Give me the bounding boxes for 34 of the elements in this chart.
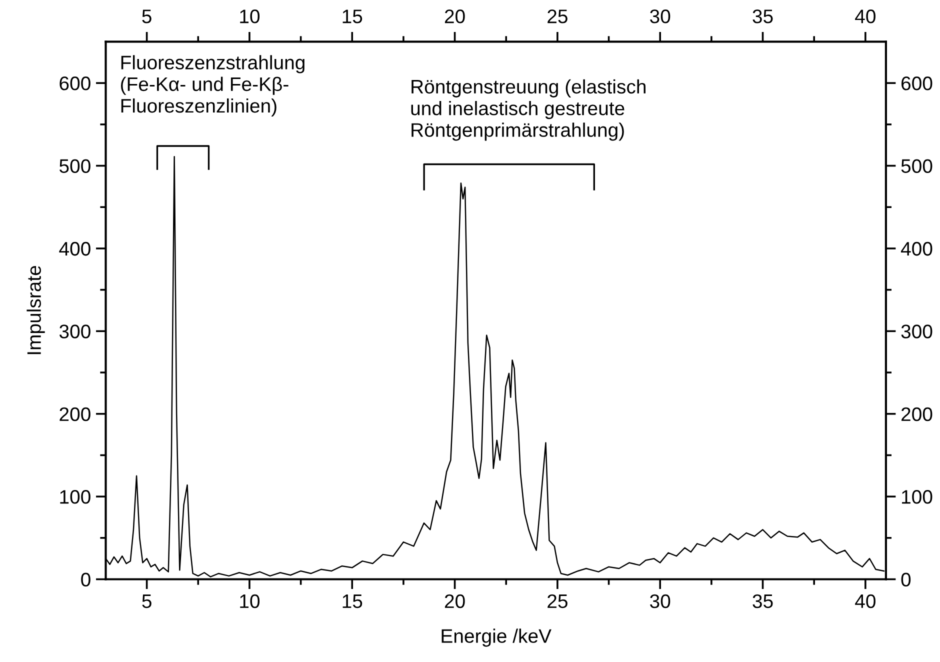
y2-tick-label: 200 xyxy=(902,407,932,422)
x2-tick-label: 30 xyxy=(650,10,670,24)
x-tick-label: 35 xyxy=(752,594,773,608)
y-tick-label: 600 xyxy=(60,76,90,90)
y-tick-label: 100 xyxy=(60,490,90,504)
x2-tick-label: 35 xyxy=(752,10,773,24)
x-tick-label: 40 xyxy=(855,594,876,608)
x-tick-label: 5 xyxy=(142,594,152,608)
y-tick-label: 0 xyxy=(81,572,90,586)
y-axis-title: Impulsrate xyxy=(26,266,45,354)
annotation: Röntgenstreuung (elastisch und inelastisch gestreute Röntgenprimärstrahlung) xyxy=(411,79,646,141)
x2-tick-label: 15 xyxy=(342,10,362,24)
x-tick-label: 15 xyxy=(342,594,362,608)
x-tick-label: 10 xyxy=(240,594,260,608)
x-tick-label: 30 xyxy=(650,594,670,608)
x2-tick-label: 20 xyxy=(444,10,465,24)
y2-tick-label: 300 xyxy=(901,324,932,338)
y2-tick-label: 600 xyxy=(902,76,932,90)
y2-tick-label: 500 xyxy=(901,159,932,173)
y2-tick-label: 0 xyxy=(901,572,911,586)
y2-tick-label: 400 xyxy=(900,242,932,256)
x2-tick-label: 25 xyxy=(548,10,568,24)
y-tick-label: 300 xyxy=(59,324,90,338)
annotation: Fluoreszenzstrahlung (Fe-Kα- und Fe-Kβ- Fluoreszenzlinien) xyxy=(121,55,304,117)
x-axis-title: Energie /keV xyxy=(442,628,552,647)
y-tick-label: 400 xyxy=(59,242,90,256)
x2-tick-label: 10 xyxy=(240,10,260,24)
y2-tick-label: 100 xyxy=(902,490,932,504)
y-tick-label: 200 xyxy=(60,407,90,422)
x2-tick-label: 40 xyxy=(855,10,876,24)
x-tick-label: 20 xyxy=(444,594,465,608)
y-tick-label: 500 xyxy=(60,159,90,173)
x-tick-label: 25 xyxy=(548,594,568,608)
x2-tick-label: 5 xyxy=(142,10,152,24)
